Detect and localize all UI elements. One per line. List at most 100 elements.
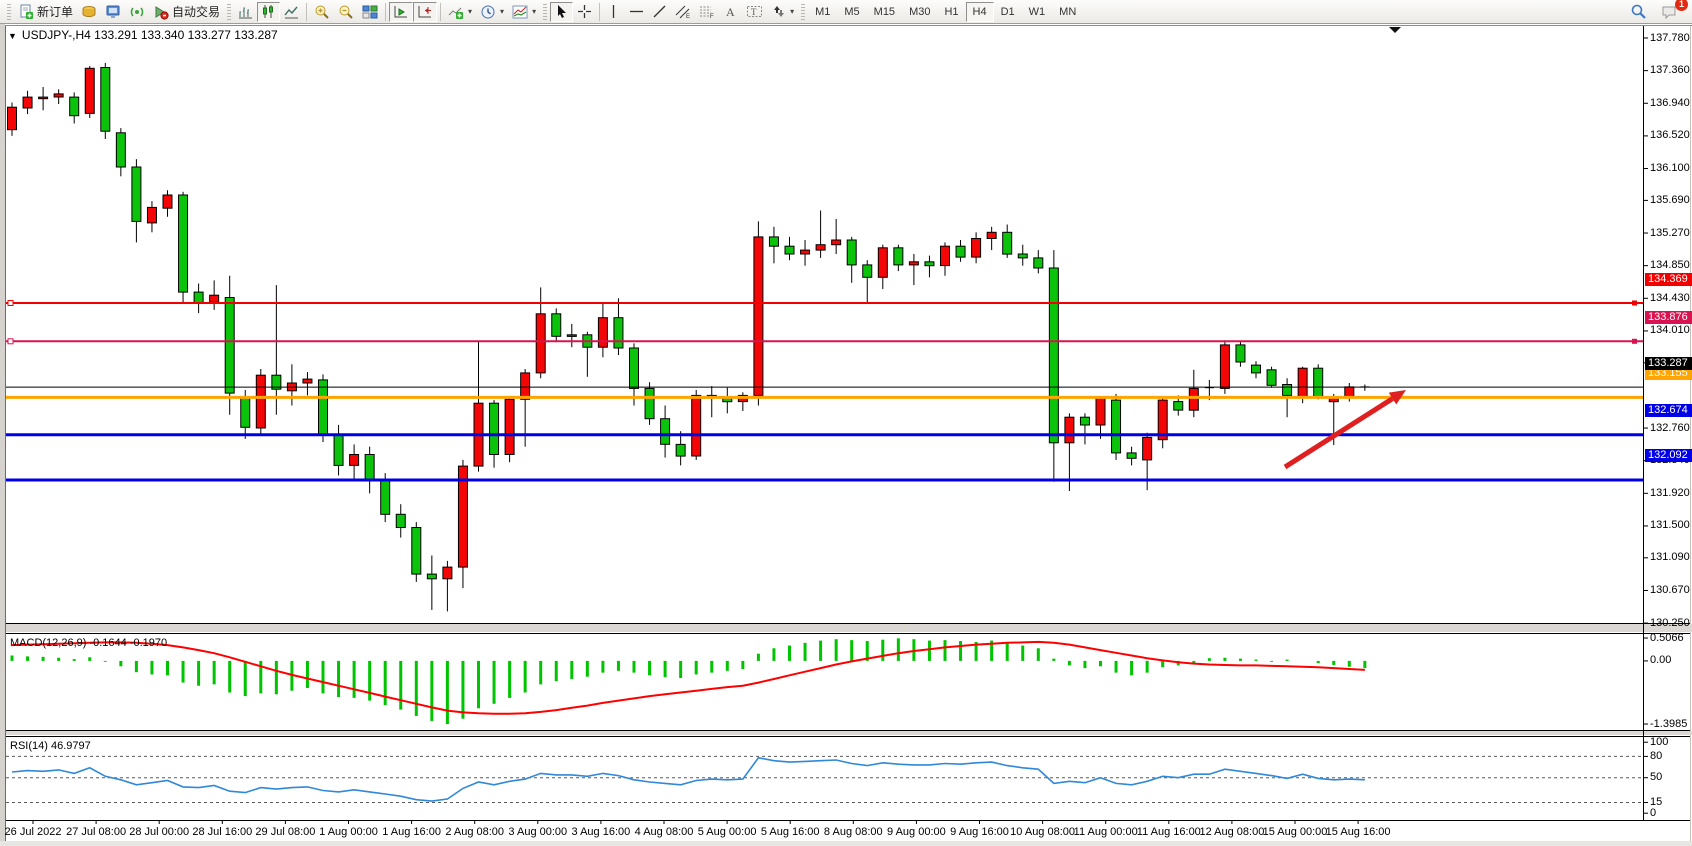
new-order-icon xyxy=(20,4,33,19)
trend-arrow-line[interactable] xyxy=(1283,396,1394,470)
candle-body-bull xyxy=(800,249,811,255)
terminal-button[interactable] xyxy=(101,2,125,22)
chevron-down-icon: ▾ xyxy=(468,7,473,16)
timeframe-W1[interactable]: W1 xyxy=(1028,5,1046,18)
toolbar-grip[interactable] xyxy=(7,3,11,20)
rsi-indicator-label: RSI(14) 46.9797 xyxy=(10,740,91,752)
hline-handle[interactable] xyxy=(7,300,14,306)
candle-body-bear xyxy=(318,379,328,435)
zoom-in-button[interactable] xyxy=(310,2,334,22)
channel-icon: E xyxy=(675,5,690,19)
timeframe-M5[interactable]: M5 xyxy=(844,5,860,18)
candle-body-bull xyxy=(1064,416,1075,444)
trendline-tool[interactable] xyxy=(648,2,671,22)
text-label-icon: T xyxy=(747,6,763,17)
periods-button[interactable]: ▾ xyxy=(476,2,508,22)
signals-button[interactable] xyxy=(125,2,149,22)
svg-text:F: F xyxy=(710,14,714,19)
text-tool[interactable]: A xyxy=(719,2,742,22)
monitor-icon xyxy=(106,5,120,18)
candle-body-bear xyxy=(862,264,873,278)
bar-chart-button[interactable] xyxy=(234,2,257,22)
candle-body-bear xyxy=(1079,416,1090,426)
search-button[interactable] xyxy=(1626,2,1651,22)
candle-body-bull xyxy=(349,454,360,466)
signal-icon xyxy=(130,7,144,16)
text-label-tool[interactable]: T xyxy=(742,2,767,22)
candle-body-bear xyxy=(489,402,500,456)
notifications-button[interactable]: 1 xyxy=(1657,0,1688,22)
hline-handle[interactable] xyxy=(1632,338,1637,344)
market-watch-button[interactable] xyxy=(77,2,101,22)
svg-text:A: A xyxy=(726,5,735,19)
candle-body-bear xyxy=(1313,367,1324,398)
timeframe-D1[interactable]: D1 xyxy=(1000,5,1015,18)
crosshair-button[interactable] xyxy=(573,2,596,22)
candle-body-bear xyxy=(784,245,795,255)
gold-stack-icon xyxy=(82,5,96,17)
vertical-line-tool[interactable] xyxy=(603,2,625,22)
zoom-out-icon xyxy=(339,5,353,19)
templates-button[interactable]: ▾ xyxy=(508,2,540,22)
fibonacci-tool[interactable]: F xyxy=(695,2,719,22)
candle-body-bear xyxy=(333,433,344,466)
autotrading-button[interactable]: 自动交易 xyxy=(149,2,224,22)
candle-body-bull xyxy=(908,261,919,266)
candle-body-bear xyxy=(1017,253,1028,259)
timeframe-H4[interactable]: H4 xyxy=(965,1,994,22)
chart-shift-button[interactable] xyxy=(413,1,438,22)
horizontal-line-icon xyxy=(630,10,644,13)
splitter-macd-rsi[interactable] xyxy=(6,731,1692,735)
candle-body-bear xyxy=(411,527,422,575)
timeframe-H1[interactable]: H1 xyxy=(944,5,959,18)
chart-window[interactable]: 137.780 137.360 136.940 136.520 136.100 135.6… xyxy=(0,24,1692,846)
toolbar-grip[interactable] xyxy=(801,3,806,20)
candle-body-bull xyxy=(877,247,888,278)
timeframe-M30[interactable]: M30 xyxy=(909,5,931,18)
trend-arrow-head[interactable] xyxy=(1388,390,1406,405)
cursor-button[interactable] xyxy=(550,1,574,22)
chart-canvas[interactable] xyxy=(0,24,1692,846)
candle-body-bear xyxy=(1033,257,1044,269)
timeframe-M15[interactable]: M15 xyxy=(873,5,896,18)
candle-body-bull xyxy=(7,106,17,131)
template-icon xyxy=(512,5,528,18)
candle-body-bear xyxy=(224,297,235,394)
timeframe-M1[interactable]: M1 xyxy=(815,5,831,18)
window-left-edge xyxy=(0,24,5,846)
indicators-button[interactable]: ▾ xyxy=(444,2,476,22)
chevron-down-icon: ▾ xyxy=(790,7,795,16)
splitter-main-macd[interactable] xyxy=(6,624,1692,632)
new-order-label: 新订单 xyxy=(37,5,74,19)
new-order-button[interactable]: 新订单 xyxy=(14,2,77,22)
chart-title: ▼ USDJPY-,H4 133.291 133.340 133.277 133.… xyxy=(8,28,278,42)
candle-body-bear xyxy=(1266,369,1277,386)
text-icon: A xyxy=(726,5,735,19)
toolbar-grip[interactable] xyxy=(227,3,232,20)
tile-windows-button[interactable] xyxy=(358,2,382,22)
candlestick-chart-button[interactable] xyxy=(257,1,281,22)
toolbar-grip[interactable] xyxy=(543,3,548,20)
equidistant-channel-tool[interactable]: E xyxy=(671,2,695,22)
candle-body-bear xyxy=(1048,267,1059,444)
horizontal-line-tool[interactable] xyxy=(625,2,648,22)
auto-scroll-button[interactable] xyxy=(389,1,414,22)
window-bottom-edge xyxy=(0,841,1692,846)
candle-body-bull xyxy=(1219,344,1230,389)
zoom-out-button[interactable] xyxy=(334,2,358,22)
macd-signal-line xyxy=(11,640,1365,715)
chart-shift-icon xyxy=(418,5,432,17)
candle-body-bull xyxy=(457,465,468,568)
hline-handle[interactable] xyxy=(7,338,14,345)
autotrading-label: 自动交易 xyxy=(172,5,221,19)
rsi-line xyxy=(11,756,1365,802)
hline-handle[interactable] xyxy=(1632,300,1637,306)
line-chart-button[interactable] xyxy=(280,2,303,22)
candle-body-bear xyxy=(551,313,562,337)
candle-body-bull xyxy=(53,93,64,98)
chart-shift-marker[interactable] xyxy=(1389,27,1401,33)
arrows-tool[interactable]: ▾ xyxy=(767,2,798,22)
timeframe-MN[interactable]: MN xyxy=(1059,5,1077,18)
candle-body-bear xyxy=(1235,344,1246,363)
